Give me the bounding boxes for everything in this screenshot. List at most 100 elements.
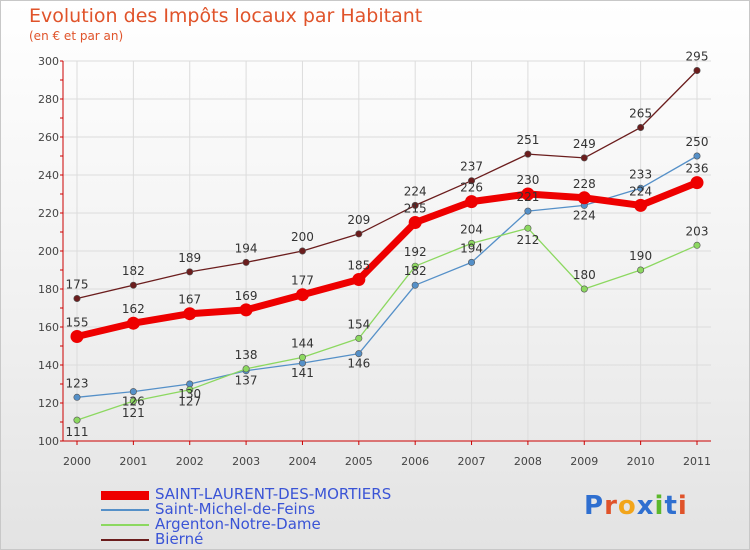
x-tick-label: 2003 bbox=[232, 455, 260, 468]
data-label: 154 bbox=[347, 317, 370, 331]
data-label: 230 bbox=[516, 173, 539, 187]
y-tick-label: 140 bbox=[38, 359, 59, 372]
data-label: 126 bbox=[122, 395, 145, 409]
data-point bbox=[468, 177, 476, 185]
data-point bbox=[634, 198, 648, 212]
data-label: 236 bbox=[686, 162, 709, 176]
data-label: 155 bbox=[66, 316, 89, 330]
data-point bbox=[295, 288, 309, 302]
series-lines bbox=[70, 67, 704, 424]
data-label: 224 bbox=[629, 184, 652, 198]
legend-swatch bbox=[101, 491, 149, 500]
legend-label: Bierné bbox=[155, 530, 204, 548]
data-label: 123 bbox=[66, 376, 89, 390]
y-tick-label: 220 bbox=[38, 207, 59, 220]
data-point bbox=[465, 195, 479, 209]
data-point bbox=[73, 416, 81, 424]
data-label: 180 bbox=[573, 268, 596, 282]
data-label: 224 bbox=[404, 184, 427, 198]
x-tick-label: 2007 bbox=[458, 455, 486, 468]
data-label: 146 bbox=[347, 357, 370, 371]
data-label: 194 bbox=[460, 241, 483, 255]
data-label: 130 bbox=[178, 387, 201, 401]
data-label: 209 bbox=[347, 213, 370, 227]
x-tick-label: 2010 bbox=[627, 455, 655, 468]
data-point bbox=[239, 303, 253, 317]
y-tick-label: 120 bbox=[38, 397, 59, 410]
data-label: 111 bbox=[66, 425, 89, 439]
data-point bbox=[352, 273, 366, 286]
data-point bbox=[690, 176, 704, 190]
data-label: 189 bbox=[178, 251, 201, 265]
data-label: 190 bbox=[629, 249, 652, 263]
data-point bbox=[355, 230, 363, 238]
data-labels: 175 182 189 194 200 209 224 237 251 249 265 295 123 1… bbox=[66, 50, 709, 440]
data-point bbox=[637, 184, 645, 192]
data-point bbox=[524, 224, 532, 232]
data-label: 203 bbox=[686, 224, 709, 238]
data-label: 127 bbox=[178, 395, 201, 409]
data-point bbox=[577, 191, 591, 205]
data-point bbox=[129, 281, 137, 289]
data-label: 237 bbox=[460, 160, 483, 174]
x-tick-label: 2005 bbox=[345, 455, 373, 468]
data-point bbox=[126, 316, 140, 330]
data-label: 162 bbox=[122, 302, 145, 316]
data-label: 221 bbox=[516, 190, 539, 204]
data-label: 204 bbox=[460, 222, 483, 236]
legend-swatch bbox=[101, 539, 149, 541]
data-point bbox=[355, 350, 363, 358]
data-point bbox=[242, 258, 250, 266]
data-label: 233 bbox=[629, 167, 652, 181]
data-point bbox=[298, 247, 306, 255]
data-label: 251 bbox=[516, 133, 539, 147]
legend-swatch bbox=[101, 524, 149, 526]
data-label: 212 bbox=[516, 233, 539, 247]
data-label: 138 bbox=[235, 348, 258, 362]
data-label: 141 bbox=[291, 366, 314, 380]
logo-letter: x bbox=[636, 491, 655, 521]
data-label: 182 bbox=[122, 264, 145, 278]
data-label: 265 bbox=[629, 107, 652, 121]
line-chart: 100 120 140 160 180 200 220 240 260 280 300 2000 200… bbox=[38, 50, 711, 468]
data-point bbox=[408, 216, 422, 229]
data-point bbox=[183, 307, 197, 321]
data-label: 295 bbox=[686, 50, 709, 64]
x-tick-label: 2002 bbox=[176, 455, 204, 468]
logo-letter: i bbox=[677, 491, 688, 521]
x-tick-label: 2004 bbox=[288, 455, 316, 468]
legend-label: Saint-Michel-de-Feins bbox=[155, 500, 316, 518]
data-label: 250 bbox=[686, 135, 709, 149]
data-label: 194 bbox=[235, 241, 258, 255]
data-point bbox=[355, 334, 363, 342]
data-point bbox=[70, 330, 84, 343]
data-point bbox=[693, 241, 701, 249]
data-label: 177 bbox=[291, 274, 314, 288]
axes: 100 120 140 160 180 200 220 240 260 280 300 2000 200… bbox=[38, 55, 711, 468]
data-point bbox=[411, 201, 419, 209]
x-tick-label: 2000 bbox=[63, 455, 91, 468]
data-label: 167 bbox=[178, 293, 201, 307]
data-point bbox=[186, 386, 194, 394]
data-point bbox=[468, 239, 476, 247]
data-label: 224 bbox=[573, 208, 596, 222]
data-point bbox=[411, 262, 419, 270]
y-tick-label: 160 bbox=[38, 321, 59, 334]
data-point bbox=[129, 388, 137, 396]
data-label: 249 bbox=[573, 137, 596, 151]
data-point bbox=[129, 397, 137, 405]
data-point bbox=[298, 353, 306, 361]
data-point bbox=[693, 67, 701, 75]
data-label: 182 bbox=[404, 264, 427, 278]
data-label: 175 bbox=[66, 278, 89, 292]
series-line-0 bbox=[73, 179, 701, 340]
legend-label: SAINT-LAURENT-DES-MORTIERS bbox=[155, 485, 392, 503]
series-line-3 bbox=[76, 69, 698, 300]
x-tick-label: 2001 bbox=[119, 455, 147, 468]
data-label: 169 bbox=[235, 289, 258, 303]
x-tick-label: 2009 bbox=[570, 455, 598, 468]
logo-letter: r bbox=[604, 491, 618, 521]
data-point bbox=[521, 187, 535, 201]
x-tick-label: 2011 bbox=[683, 455, 711, 468]
